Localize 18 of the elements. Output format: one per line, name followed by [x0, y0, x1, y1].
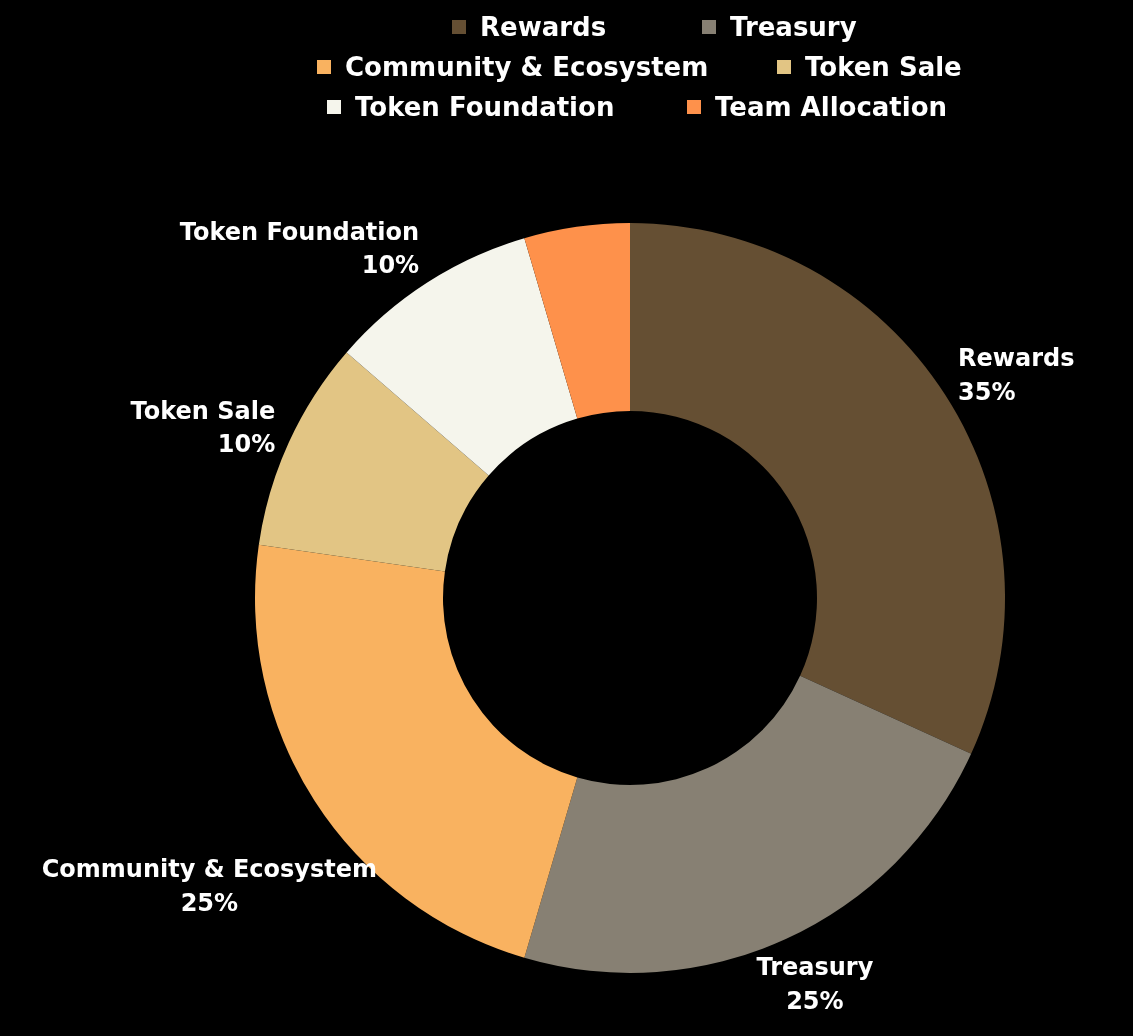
- slice-label: Token Sale: [130, 396, 276, 425]
- slice-label: Community & Ecosystem: [41, 855, 378, 884]
- data-label: 35%: [958, 377, 1016, 406]
- legend-label: Rewards: [480, 12, 607, 43]
- donut-slice: [524, 223, 630, 419]
- legend-label: Token Foundation: [355, 92, 615, 123]
- data-label: 10%: [217, 430, 276, 459]
- legend-label: Community & Ecosystem: [345, 52, 709, 83]
- legend-label: Team Allocation: [715, 92, 948, 123]
- slice-label: Rewards: [958, 344, 1075, 373]
- data-label: 25%: [180, 888, 239, 917]
- legend-label: Treasury: [730, 12, 857, 43]
- data-label: 10%: [361, 251, 420, 280]
- donut-slice: [346, 238, 578, 476]
- slice-label: Token Foundation: [179, 217, 420, 246]
- slice-label: Treasury: [756, 953, 874, 982]
- legend-label: Token Sale: [805, 52, 962, 83]
- data-label: 25%: [786, 986, 844, 1015]
